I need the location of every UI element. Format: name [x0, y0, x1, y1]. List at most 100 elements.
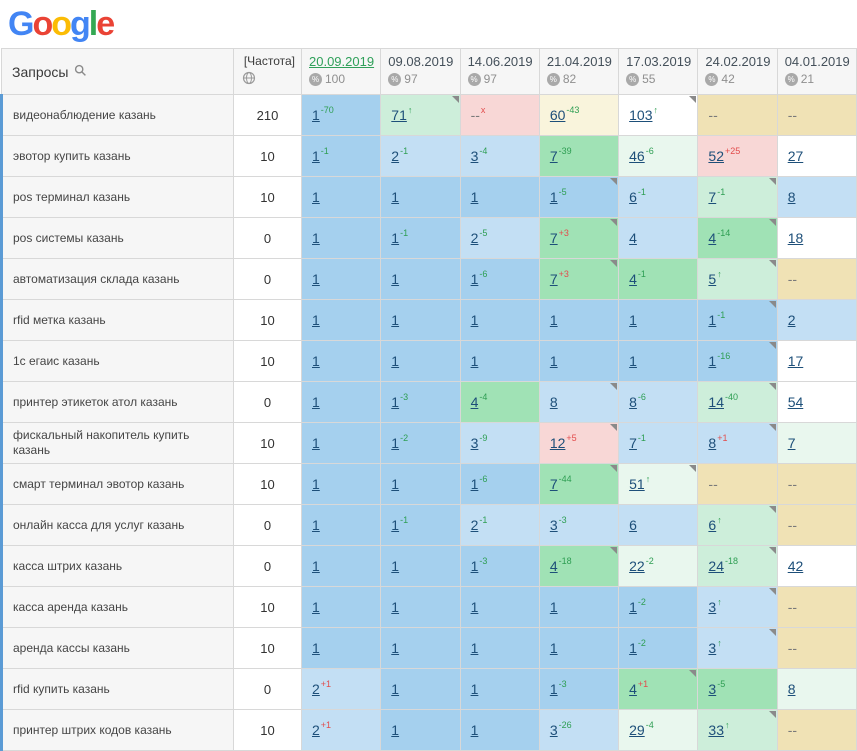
position-link[interactable]: 12 [549, 435, 566, 451]
position-link[interactable]: 1 [312, 189, 320, 205]
position-link[interactable]: 29 [629, 722, 645, 738]
position-link[interactable]: 3 [549, 722, 558, 738]
position-link[interactable]: 2 [312, 722, 320, 738]
position-link[interactable]: 1 [629, 599, 637, 615]
position-link[interactable]: 7 [549, 271, 558, 287]
position-link[interactable]: 1 [470, 681, 479, 697]
keyword-cell[interactable]: фискальный накопитель купить казань [0, 422, 234, 464]
keyword-cell[interactable]: rfid купить казань [0, 668, 234, 710]
position-link[interactable]: 4 [629, 271, 637, 287]
position-link[interactable]: 1 [629, 312, 637, 328]
position-link[interactable]: 1 [470, 599, 479, 615]
position-link[interactable]: 1 [312, 312, 320, 328]
keyword-cell[interactable]: касса аренда казань [0, 586, 234, 628]
position-link[interactable]: 1 [312, 558, 320, 574]
date-label[interactable]: 17.03.2019 [626, 54, 692, 69]
position-link[interactable]: 1 [549, 599, 558, 615]
position-link[interactable]: 1 [629, 640, 637, 656]
search-icon[interactable] [74, 64, 87, 80]
position-link[interactable]: 1 [470, 189, 479, 205]
position-link[interactable]: 60 [549, 107, 566, 123]
position-link[interactable]: 1 [470, 722, 479, 738]
keyword-cell[interactable]: pos терминал казань [0, 176, 234, 218]
position-link[interactable]: 1 [312, 640, 320, 656]
position-link[interactable]: 8 [787, 189, 796, 205]
keyword-cell[interactable]: видеонаблюдение казань [0, 94, 234, 136]
position-link[interactable]: 1 [470, 558, 479, 574]
position-link[interactable]: 2 [470, 517, 479, 533]
position-link[interactable]: 5 [708, 271, 717, 287]
position-link[interactable]: 8 [549, 394, 558, 410]
position-link[interactable]: 2 [391, 148, 400, 164]
position-link[interactable]: 1 [391, 599, 400, 615]
position-link[interactable]: 1 [312, 599, 320, 615]
position-link[interactable]: 1 [312, 435, 320, 451]
position-link[interactable]: 46 [629, 148, 645, 164]
position-link[interactable]: 71 [391, 107, 407, 123]
position-link[interactable]: 3 [708, 681, 717, 697]
position-link[interactable]: 1 [312, 476, 320, 492]
position-link[interactable]: 17 [787, 353, 804, 369]
position-link[interactable]: 4 [629, 681, 637, 697]
date-label[interactable]: 09.08.2019 [388, 54, 454, 69]
position-link[interactable]: 1 [549, 640, 558, 656]
date-header[interactable]: 20.09.2019% 100 [300, 48, 382, 95]
position-link[interactable]: 1 [312, 271, 320, 287]
position-link[interactable]: 1 [708, 353, 717, 369]
position-link[interactable]: 6 [629, 517, 637, 533]
position-link[interactable]: 1 [549, 189, 558, 205]
position-link[interactable]: 1 [312, 394, 320, 410]
position-link[interactable]: 7 [549, 476, 558, 492]
position-link[interactable]: 8 [787, 681, 796, 697]
frequency-header[interactable]: [Частота] [233, 48, 302, 95]
date-header[interactable]: 21.04.2019% 82 [538, 48, 620, 95]
position-link[interactable]: 42 [787, 558, 804, 574]
position-link[interactable]: 1 [312, 517, 320, 533]
keyword-cell[interactable]: онлайн касса для услуг казань [0, 504, 234, 546]
position-link[interactable]: 33 [708, 722, 724, 738]
position-link[interactable]: 1 [312, 148, 320, 164]
position-link[interactable]: 1 [470, 353, 479, 369]
position-link[interactable]: 3 [549, 517, 558, 533]
date-header[interactable]: 24.02.2019% 42 [697, 48, 778, 95]
position-link[interactable]: 1 [391, 517, 400, 533]
position-link[interactable]: 51 [629, 476, 645, 492]
position-link[interactable]: 2 [312, 681, 320, 697]
position-link[interactable]: 22 [629, 558, 645, 574]
date-label[interactable]: 14.06.2019 [467, 54, 533, 69]
position-link[interactable]: 52 [708, 148, 724, 164]
keyword-cell[interactable]: эвотор купить казань [0, 135, 234, 177]
position-link[interactable]: 14 [708, 394, 724, 410]
keyword-cell[interactable]: принтер штрих кодов казань [0, 709, 234, 751]
position-link[interactable]: 8 [629, 394, 637, 410]
keyword-cell[interactable]: rfid метка казань [0, 299, 234, 341]
position-link[interactable]: 4 [708, 230, 717, 246]
position-link[interactable]: 2 [787, 312, 796, 328]
position-link[interactable]: 1 [629, 353, 637, 369]
position-link[interactable]: 1 [391, 640, 400, 656]
position-link[interactable]: 7 [629, 435, 637, 451]
position-link[interactable]: 1 [312, 107, 320, 123]
keyword-cell[interactable]: 1с егаис казань [0, 340, 234, 382]
position-link[interactable]: 1 [312, 353, 320, 369]
position-link[interactable]: 2 [470, 230, 479, 246]
position-link[interactable]: 6 [629, 189, 637, 205]
keyword-cell[interactable]: pos системы казань [0, 217, 234, 259]
position-link[interactable]: 103 [629, 107, 653, 123]
position-link[interactable]: 1 [391, 435, 400, 451]
position-link[interactable]: 3 [470, 148, 479, 164]
date-header[interactable]: 14.06.2019% 97 [459, 48, 540, 95]
position-link[interactable]: 1 [312, 230, 320, 246]
position-link[interactable]: 1 [470, 476, 479, 492]
position-link[interactable]: 7 [708, 189, 717, 205]
position-link[interactable]: 1 [549, 312, 558, 328]
position-link[interactable]: 4 [549, 558, 558, 574]
position-link[interactable]: 1 [549, 681, 558, 697]
position-link[interactable]: 7 [549, 230, 558, 246]
keyword-cell[interactable]: касса штрих казань [0, 545, 234, 587]
date-label[interactable]: 21.04.2019 [546, 54, 612, 69]
position-link[interactable]: 1 [391, 271, 400, 287]
date-label[interactable]: 24.02.2019 [705, 54, 771, 69]
position-link[interactable]: 1 [391, 189, 400, 205]
position-link[interactable]: 1 [549, 353, 558, 369]
